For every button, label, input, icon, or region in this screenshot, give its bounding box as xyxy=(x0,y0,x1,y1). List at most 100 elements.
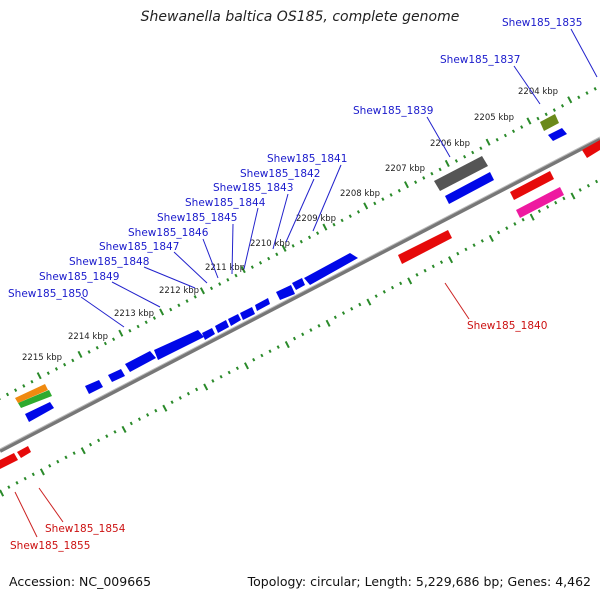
gene-shew185-1855[interactable] xyxy=(0,453,18,469)
minor-tick xyxy=(186,391,190,396)
minor-tick xyxy=(586,183,590,188)
leader-1840 xyxy=(444,282,470,320)
gene-shew185-1839[interactable] xyxy=(445,172,494,204)
leader-1850 xyxy=(80,296,125,328)
leader-1847 xyxy=(173,251,208,284)
minor-tick xyxy=(414,180,418,184)
gene-blue-b[interactable] xyxy=(85,380,103,394)
minor-tick xyxy=(373,201,377,206)
major-tick xyxy=(36,372,42,380)
scale-ticks xyxy=(0,87,599,497)
minor-tick xyxy=(195,387,199,392)
minor-tick xyxy=(48,464,52,468)
minor-tick xyxy=(471,150,475,155)
minor-tick xyxy=(178,396,182,400)
major-tick xyxy=(526,117,532,125)
minor-tick xyxy=(129,421,133,426)
leader-1845 xyxy=(231,223,234,275)
minor-tick xyxy=(480,239,484,243)
minor-tick xyxy=(560,104,565,108)
gene-green[interactable] xyxy=(18,390,52,408)
minor-tick xyxy=(381,197,385,201)
gene-shew185-1849[interactable] xyxy=(154,330,204,360)
minor-tick xyxy=(593,87,597,91)
minor-tick xyxy=(72,451,76,455)
gene-shew185-1842[interactable] xyxy=(292,278,305,290)
minor-tick xyxy=(356,210,360,214)
minor-tick xyxy=(511,129,516,134)
gene-blue-c[interactable] xyxy=(25,402,54,422)
gene-label-1847[interactable]: Shew185_1847 xyxy=(99,241,179,253)
gene-label-1843[interactable]: Shew185_1843 xyxy=(213,182,293,194)
gene-pink[interactable] xyxy=(516,187,564,218)
leader-1855 xyxy=(14,491,38,538)
minor-tick xyxy=(495,137,499,142)
minor-tick xyxy=(193,295,197,299)
gene-gray[interactable] xyxy=(434,156,488,191)
gene-label-1837[interactable]: Shew185_1837 xyxy=(440,54,520,66)
minor-tick xyxy=(341,311,346,315)
minor-tick xyxy=(128,328,132,333)
minor-tick xyxy=(146,413,150,417)
gene-label-1841[interactable]: Shew185_1841 xyxy=(267,153,347,165)
minor-tick xyxy=(56,459,60,464)
major-tick xyxy=(485,138,491,146)
leader-1841 xyxy=(312,164,342,232)
minor-tick xyxy=(144,320,148,325)
major-tick xyxy=(322,223,328,231)
gene-blue-a[interactable] xyxy=(108,369,125,382)
gene-shew185-1847[interactable] xyxy=(215,320,229,333)
gene-label-1844[interactable]: Shew185_1844 xyxy=(185,197,266,209)
gene-label-1854[interactable]: Shew185_1854 xyxy=(45,523,126,535)
gene-shew185-1844[interactable] xyxy=(255,298,270,311)
gene-label-1835[interactable]: Shew185_1835 xyxy=(502,17,582,29)
minor-tick xyxy=(250,265,254,269)
gene-shew185-1840[interactable] xyxy=(398,230,452,264)
gene-shew185-1848[interactable] xyxy=(202,328,215,340)
minor-tick xyxy=(513,222,517,226)
gene-label-1840[interactable]: Shew185_1840 xyxy=(467,320,547,332)
major-tick xyxy=(121,425,127,433)
leader-1846 xyxy=(202,238,219,279)
kbp-label: 2206 kbp xyxy=(430,139,470,149)
gene-shew185-1854[interactable] xyxy=(17,446,31,458)
minor-tick xyxy=(382,290,386,294)
minor-tick xyxy=(546,205,550,209)
minor-tick xyxy=(15,481,19,485)
gene-shew185-1843[interactable] xyxy=(276,285,295,300)
minor-tick xyxy=(97,438,101,443)
gene-label-1845[interactable]: Shew185_1845 xyxy=(157,212,237,224)
gene-red-a[interactable] xyxy=(510,171,554,200)
gene-olive[interactable] xyxy=(540,114,559,131)
minor-tick xyxy=(252,357,256,362)
gene-label-1855[interactable]: Shew185_1855 xyxy=(10,540,90,552)
minor-tick xyxy=(185,299,189,303)
kbp-label: 2207 kbp xyxy=(385,164,425,174)
minor-tick xyxy=(30,379,34,384)
kbp-label: 2215 kbp xyxy=(22,353,62,363)
gene-shew185-1850[interactable] xyxy=(125,351,156,372)
major-tick xyxy=(570,192,576,200)
gene-shew185-1846[interactable] xyxy=(228,314,241,326)
minor-tick xyxy=(577,95,581,100)
gene-shew185-1835[interactable] xyxy=(548,128,567,141)
gene-label-1848[interactable]: Shew185_1848 xyxy=(69,256,149,268)
gene-label-1846[interactable]: Shew185_1846 xyxy=(128,227,209,239)
minor-tick xyxy=(113,430,117,434)
gene-label-1849[interactable]: Shew185_1849 xyxy=(39,271,119,283)
gene-shew185-1845[interactable] xyxy=(240,307,255,320)
minor-tick xyxy=(177,303,181,308)
gene-label-1850[interactable]: Shew185_1850 xyxy=(8,288,88,300)
gene-shew185-1841[interactable] xyxy=(304,253,358,285)
leader-1849 xyxy=(111,281,161,308)
minor-tick xyxy=(268,349,272,354)
leader-1842 xyxy=(285,178,315,243)
major-tick xyxy=(240,266,246,274)
major-tick xyxy=(444,159,450,168)
gene-label-1839[interactable]: Shew185_1839 xyxy=(353,105,433,117)
minor-tick xyxy=(340,218,344,223)
gene-red-topright[interactable] xyxy=(582,140,600,158)
scale-labels: 2204 kbp 2205 kbp 2206 kbp 2207 kbp 2208… xyxy=(22,87,558,363)
gene-orange[interactable] xyxy=(15,384,48,403)
gene-label-1842[interactable]: Shew185_1842 xyxy=(240,168,320,180)
